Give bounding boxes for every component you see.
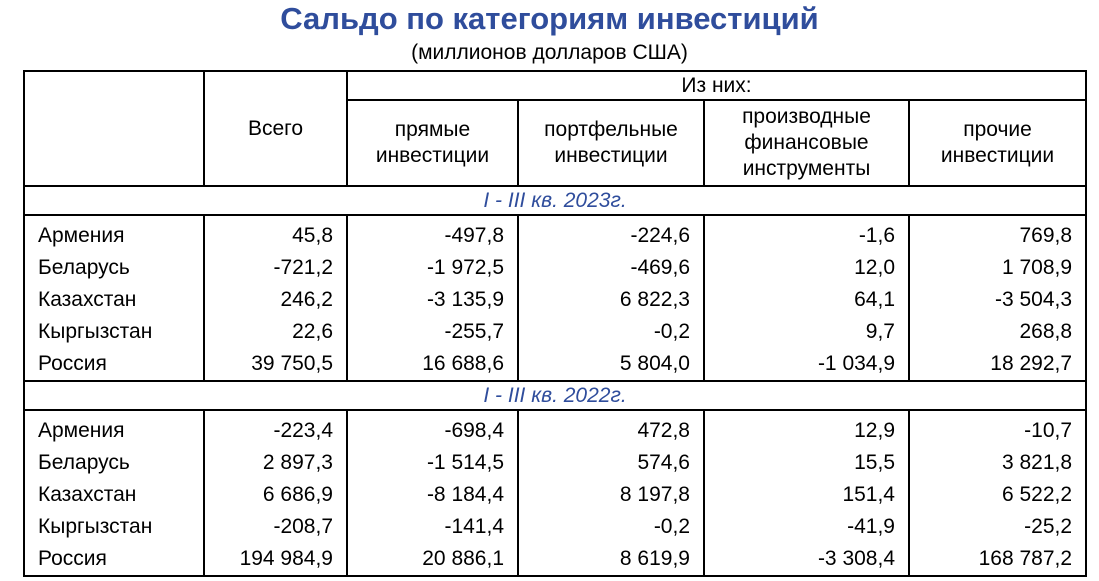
table-row: Россия 39 750,5 16 688,6 5 804,0 -1 034,9 18 … <box>23 348 1088 381</box>
country-cell: Россия <box>23 348 205 381</box>
page-subtitle: (миллионов долларов США) <box>411 41 688 64</box>
portfolio-cell: 574,6 <box>517 447 705 479</box>
derivatives-cell: -41,9 <box>703 511 910 543</box>
country-cell: Казахстан <box>23 479 205 511</box>
total-cell: 194 984,9 <box>203 543 348 576</box>
total-cell: 246,2 <box>203 284 348 316</box>
total-cell: 6 686,9 <box>203 479 348 511</box>
country-cell: Беларусь <box>23 447 205 479</box>
direct-cell: -1 972,5 <box>346 252 519 284</box>
direct-header: прямые инвестиции <box>346 100 519 186</box>
portfolio-cell: 8 619,9 <box>517 543 705 576</box>
portfolio-header: портфельные инвестиции <box>517 100 705 186</box>
other-cell: 268,8 <box>907 316 1088 348</box>
portfolio-cell: -0,2 <box>517 511 705 543</box>
portfolio-cell: 8 197,8 <box>517 479 705 511</box>
derivatives-cell: -3 308,4 <box>703 543 910 576</box>
table-row: Армения -223,4 -698,4 472,8 12,9 -10,7 <box>23 410 1088 447</box>
other-cell: -3 504,3 <box>907 284 1088 316</box>
derivatives-cell: 15,5 <box>703 447 910 479</box>
other-cell: -10,7 <box>907 410 1088 447</box>
derivatives-cell: 64,1 <box>703 284 910 316</box>
other-cell: 1 708,9 <box>907 252 1088 284</box>
total-header: Всего <box>203 71 348 186</box>
investment-balance-table: Всего Из них: прямые инвестиции портфель… <box>22 70 1088 577</box>
portfolio-cell: 5 804,0 <box>517 348 705 381</box>
direct-cell: -1 514,5 <box>346 447 519 479</box>
table-row: Россия 194 984,9 20 886,1 8 619,9 -3 308,4 16… <box>23 543 1088 576</box>
period-label: I - III кв. 2022г. <box>22 380 1088 411</box>
period-label: I - III кв. 2023г. <box>22 185 1088 216</box>
table-row: Кыргызстан 22,6 -255,7 -0,2 9,7 268,8 <box>23 316 1088 348</box>
country-cell: Армения <box>23 410 205 447</box>
derivatives-cell: 9,7 <box>703 316 910 348</box>
direct-cell: 20 886,1 <box>346 543 519 576</box>
total-cell: -223,4 <box>203 410 348 447</box>
country-cell: Казахстан <box>23 284 205 316</box>
derivatives-header: производные финансовые инструменты <box>703 100 910 186</box>
derivatives-cell: 12,0 <box>703 252 910 284</box>
country-cell: Кыргызстан <box>23 316 205 348</box>
derivatives-cell: 151,4 <box>703 479 910 511</box>
total-cell: -721,2 <box>203 252 348 284</box>
country-cell: Россия <box>23 543 205 576</box>
direct-cell: 16 688,6 <box>346 348 519 381</box>
table-row: Казахстан 6 686,9 -8 184,4 8 197,8 151,4 6 52… <box>23 479 1088 511</box>
country-cell: Кыргызстан <box>23 511 205 543</box>
other-cell: 3 821,8 <box>907 447 1088 479</box>
table-row: Кыргызстан -208,7 -141,4 -0,2 -41,9 -25,2 <box>23 511 1088 543</box>
other-cell: 168 787,2 <box>907 543 1088 576</box>
table-row: Казахстан 246,2 -3 135,9 6 822,3 64,1 -3 504,… <box>23 284 1088 316</box>
direct-cell: -141,4 <box>346 511 519 543</box>
country-cell: Армения <box>23 215 205 252</box>
portfolio-cell: 472,8 <box>517 410 705 447</box>
other-header: прочие инвестиции <box>907 100 1088 186</box>
direct-cell: -3 135,9 <box>346 284 519 316</box>
total-cell: -208,7 <box>203 511 348 543</box>
of-which-header: Из них: <box>345 71 1088 101</box>
other-cell: -25,2 <box>907 511 1088 543</box>
country-cell: Беларусь <box>23 252 205 284</box>
table-body: I - III кв. 2023г. Армения 45,8 -497,8 -224,… <box>22 185 1088 576</box>
portfolio-cell: -469,6 <box>517 252 705 284</box>
table-row: Беларусь -721,2 -1 972,5 -469,6 12,0 1 708,9 <box>23 252 1088 284</box>
period-row: I - III кв. 2023г. <box>22 185 1088 216</box>
derivatives-cell: -1,6 <box>703 215 910 252</box>
direct-cell: -255,7 <box>346 316 519 348</box>
derivatives-cell: 12,9 <box>703 410 910 447</box>
country-header <box>23 71 205 186</box>
portfolio-cell: -224,6 <box>517 215 705 252</box>
portfolio-cell: -0,2 <box>517 316 705 348</box>
direct-cell: -8 184,4 <box>346 479 519 511</box>
portfolio-cell: 6 822,3 <box>517 284 705 316</box>
derivatives-cell: -1 034,9 <box>703 348 910 381</box>
period-row: I - III кв. 2022г. <box>22 380 1088 411</box>
total-cell: 39 750,5 <box>203 348 348 381</box>
total-cell: 2 897,3 <box>203 447 348 479</box>
other-cell: 18 292,7 <box>907 348 1088 381</box>
other-cell: 6 522,2 <box>907 479 1088 511</box>
direct-cell: -698,4 <box>346 410 519 447</box>
other-cell: 769,8 <box>907 215 1088 252</box>
table-row: Беларусь 2 897,3 -1 514,5 574,6 15,5 3 821,8 <box>23 447 1088 479</box>
page-title: Сальдо по категориям инвестиций <box>280 1 819 36</box>
direct-cell: -497,8 <box>346 215 519 252</box>
total-cell: 45,8 <box>203 215 348 252</box>
total-cell: 22,6 <box>203 316 348 348</box>
table-row: Армения 45,8 -497,8 -224,6 -1,6 769,8 <box>23 215 1088 252</box>
